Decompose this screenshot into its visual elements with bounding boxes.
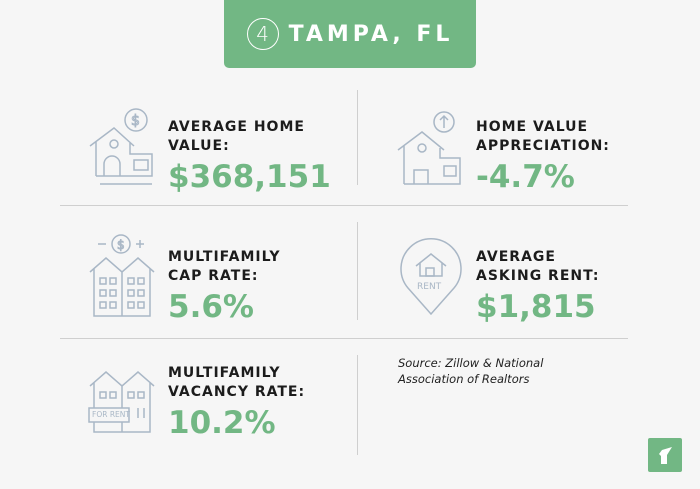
stat-label: CAP RATE: <box>168 268 259 284</box>
svg-text:$: $ <box>117 238 125 252</box>
stat-label: AVERAGE <box>476 249 556 265</box>
brand-logo-icon <box>648 438 682 472</box>
city-banner: 4 TAMPA, FL <box>224 0 476 68</box>
for-rent-building-icon: FOR RENT <box>88 368 158 434</box>
rent-pin-icon: RENT <box>398 232 464 316</box>
divider <box>60 338 628 339</box>
stat-label: AVERAGE HOME <box>168 119 305 135</box>
stat-value: $1,815 <box>476 289 596 325</box>
stat-label: VACANCY RATE: <box>168 384 306 400</box>
divider <box>357 222 358 320</box>
stat-home-value-appreciation: HOME VALUE APPRECIATION: -4.7% <box>476 118 610 196</box>
stat-value: 5.6% <box>168 289 254 325</box>
multifamily-dollar-icon: $ <box>89 234 155 317</box>
rent-label: RENT <box>417 282 442 292</box>
stat-label: HOME VALUE <box>476 119 589 135</box>
for-rent-label: FOR RENT <box>92 410 130 419</box>
stat-average-asking-rent: AVERAGE ASKING RENT: $1,815 <box>476 248 600 326</box>
divider <box>357 90 358 185</box>
house-arrow-up-icon <box>397 111 461 185</box>
stat-multifamily-vacancy-rate: MULTIFAMILY VACANCY RATE: 10.2% <box>168 364 305 442</box>
stat-label: MULTIFAMILY <box>168 365 281 381</box>
stat-value: -4.7% <box>476 159 575 195</box>
rank-badge: 4 <box>246 18 279 50</box>
stat-label: ASKING RENT: <box>476 268 600 284</box>
stat-label: MULTIFAMILY <box>168 249 281 265</box>
stat-multifamily-cap-rate: MULTIFAMILY CAP RATE: 5.6% <box>168 248 280 326</box>
source-note: Source: Zillow & National Association of… <box>398 356 544 386</box>
stat-label: VALUE: <box>168 138 230 154</box>
city-title: TAMPA, FL <box>288 21 454 47</box>
stat-average-home-value: AVERAGE HOME VALUE: $368,151 <box>168 118 331 196</box>
divider <box>60 205 628 206</box>
stat-value: 10.2% <box>168 405 276 441</box>
stat-value: $368,151 <box>168 159 331 195</box>
stat-label: APPRECIATION: <box>476 138 610 154</box>
divider <box>357 355 358 455</box>
svg-text:$: $ <box>131 113 140 129</box>
house-dollar-icon: $ <box>89 108 153 185</box>
